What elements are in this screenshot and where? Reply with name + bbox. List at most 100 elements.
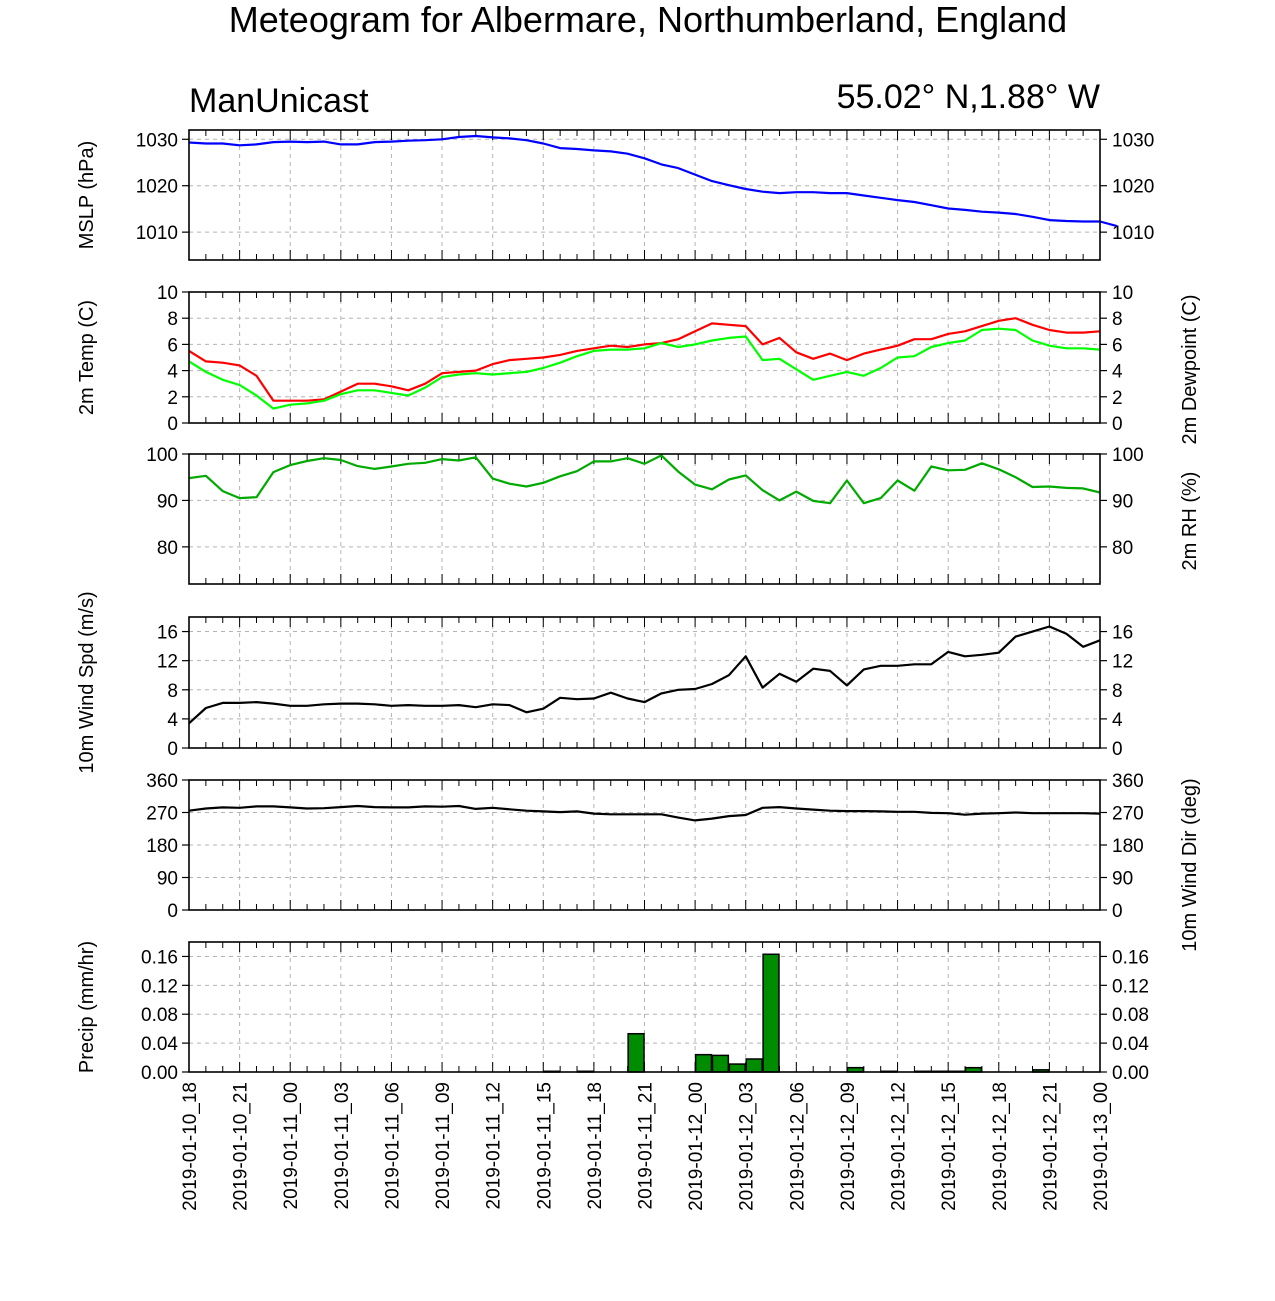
y-tick-label: 90	[1112, 491, 1133, 512]
y-tick-label: 90	[1112, 869, 1133, 890]
y-tick-label: 0.16	[141, 947, 178, 968]
series-line-mslp	[188, 134, 1118, 228]
panel-mslp: 1010 1010 1020 1020 1030 1030 MSLP (hPa)	[76, 129, 1154, 261]
precip-bar	[694, 1053, 713, 1073]
x-tick-label: 2019-01-11_00	[281, 1082, 302, 1209]
x-tick-label: 2019-01-10_21	[231, 1082, 252, 1211]
y-tick-label: 8	[167, 309, 178, 330]
plot-frame	[188, 453, 1101, 585]
y-tick-label: 16	[1112, 623, 1133, 644]
y-tick-label: 270	[146, 804, 178, 825]
y-axis-label: MSLP (hPa)	[76, 141, 98, 250]
x-tick-label: 2019-01-12_06	[787, 1082, 808, 1211]
panel-wind-speed: 0 0 4 4 8 8 12 12 16 16 10m Wind Spd (m/s)	[76, 591, 1133, 773]
series-line-rh	[188, 454, 1101, 505]
precip-bar	[745, 1058, 763, 1073]
plot-frame	[188, 941, 1101, 1073]
y-axis-label: 10m Wind Spd (m/s)	[76, 591, 98, 773]
x-tick-label: 2019-01-11_06	[382, 1082, 403, 1209]
y-tick-label: 8	[1112, 309, 1123, 330]
y-tick-label: 6	[167, 335, 178, 356]
plot-frame	[188, 616, 1101, 749]
y-axis-label-right: 2m RH (%)	[1179, 472, 1201, 571]
y-tick-label: 8	[1112, 681, 1123, 702]
x-tick-label: 2019-01-12_18	[990, 1082, 1011, 1211]
precip-bar	[711, 1054, 730, 1073]
y-tick-label: 2	[1112, 388, 1123, 409]
x-tick-label: 2019-01-11_03	[332, 1082, 353, 1209]
y-tick-label: 0.04	[141, 1034, 178, 1055]
y-axis-label: Precip (mm/hr)	[76, 941, 98, 1073]
x-tick-label: 2019-01-12_12	[889, 1082, 910, 1211]
y-tick-label: 1010	[1112, 223, 1154, 244]
precip-bar	[762, 953, 780, 1073]
y-tick-label: 180	[146, 836, 178, 857]
y-tick-label: 0.00	[141, 1063, 178, 1084]
x-tick-label: 2019-01-11_09	[433, 1082, 454, 1209]
y-tick-label: 0	[1112, 901, 1123, 922]
x-tick-label: 2019-01-12_15	[939, 1082, 960, 1211]
y-tick-label: 0	[167, 739, 178, 760]
y-tick-label: 4	[1112, 362, 1123, 383]
y-tick-label: 0	[167, 901, 178, 922]
y-tick-label: 1030	[136, 130, 178, 151]
y-tick-label: 0	[1112, 739, 1123, 760]
y-tick-label: 1030	[1112, 130, 1154, 151]
y-tick-label: 16	[157, 623, 178, 644]
y-tick-label: 0	[167, 414, 178, 435]
y-tick-label: 0.12	[141, 976, 178, 997]
x-tick-label: 2019-01-12_21	[1040, 1082, 1061, 1211]
y-tick-label: 1020	[136, 177, 178, 198]
precip-bar	[728, 1063, 746, 1073]
y-tick-label: 270	[1112, 804, 1144, 825]
panel-rh: 80 80 90 90 100 100 2m RH (%)	[146, 445, 1201, 585]
y-axis-label-right: 2m Dewpoint (C)	[1179, 294, 1201, 444]
y-tick-label: 12	[1112, 652, 1133, 673]
x-tick-label: 2019-01-11_21	[636, 1082, 657, 1209]
panel-wind-dir: 0 0 90 90 180 180 270 270 360 360 10m Wind Dir (de…	[146, 771, 1201, 952]
y-tick-label: 4	[167, 710, 178, 731]
y-tick-label: 80	[1112, 538, 1133, 559]
y-tick-label: 0.00	[1112, 1063, 1149, 1084]
x-tick-label: 2019-01-12_09	[838, 1082, 859, 1211]
y-axis-label-right: 10m Wind Dir (deg)	[1179, 778, 1201, 951]
model-label: ManUnicast	[189, 82, 369, 120]
y-tick-label: 1010	[136, 223, 178, 244]
y-tick-label: 6	[1112, 335, 1123, 356]
y-tick-label: 0.12	[1112, 976, 1149, 997]
y-tick-label: 0.08	[1112, 1005, 1149, 1026]
y-tick-label: 0.04	[1112, 1034, 1149, 1055]
y-tick-label: 90	[157, 869, 178, 890]
x-tick-label: 2019-01-11_18	[585, 1082, 606, 1209]
y-tick-label: 0	[1112, 414, 1123, 435]
y-tick-label: 12	[157, 652, 178, 673]
x-tick-label: 2019-01-12_00	[686, 1082, 707, 1211]
precip-bar	[627, 1032, 645, 1073]
chart-title: Meteogram for Albermare, Northumberland,…	[229, 0, 1067, 40]
y-tick-label: 100	[1112, 445, 1144, 466]
x-tick-label: 2019-01-11_12	[484, 1082, 505, 1209]
x-tick-label: 2019-01-12_03	[737, 1082, 758, 1211]
series-line-wind-speed	[188, 625, 1101, 725]
x-tick-label: 2019-01-13_00	[1091, 1082, 1112, 1211]
y-tick-label: 10	[157, 283, 178, 304]
y-tick-label: 0.08	[141, 1005, 178, 1026]
location-label: 55.02° N,1.88° W	[837, 78, 1100, 116]
plot-frame	[188, 291, 1101, 424]
plot-frame	[188, 779, 1101, 911]
y-tick-label: 0.16	[1112, 947, 1149, 968]
y-tick-label: 90	[157, 491, 178, 512]
y-tick-label: 100	[146, 445, 178, 466]
series-line-temp	[188, 317, 1101, 402]
plot-frame	[188, 129, 1101, 261]
y-tick-label: 360	[146, 771, 178, 792]
series-line-temp	[188, 327, 1101, 410]
y-tick-label: 2	[167, 388, 178, 409]
y-axis-label: 2m Temp (C)	[76, 300, 98, 415]
y-tick-label: 10	[1112, 283, 1133, 304]
y-tick-label: 4	[1112, 710, 1123, 731]
panel-temp: 0 0 2 2 4 4 6 6 8 8 10 10 2m Temp (C) 2m Dewpoint (C)	[76, 283, 1201, 445]
x-axis-labels: 2019-01-10_18 2019-01-10_21 2019-01-11_00 2…	[180, 1082, 1112, 1211]
y-tick-label: 8	[167, 681, 178, 702]
